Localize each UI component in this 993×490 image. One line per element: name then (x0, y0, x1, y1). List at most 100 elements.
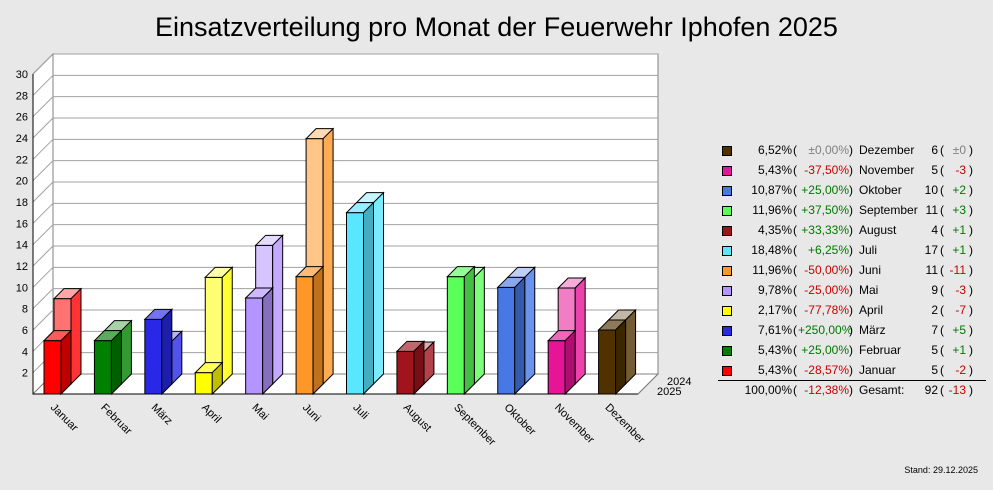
gridline (32, 202, 658, 224)
legend-chg: +37,50% (801, 203, 849, 217)
legend-row: 5,43%(-28,57%) Januar 5(-2) (718, 360, 986, 380)
chart-title: Einsatzverteilung pro Monat der Feuerweh… (155, 12, 838, 42)
bar-2025-10-side (564, 329, 576, 396)
legend-row: 6,52%(±0,00%) Dezember 6(±0) (718, 140, 986, 160)
bar-2024-6-side (373, 191, 384, 386)
x-tick-label: April (199, 402, 223, 426)
legend-cp: ) (849, 243, 853, 257)
y-tick-label: 28 (16, 90, 28, 102)
y-tick-label: 12 (16, 261, 28, 273)
y-tick-label: 4 (22, 346, 28, 358)
x-tick-label: Januar (48, 402, 81, 435)
legend-op2: ( (940, 263, 944, 277)
legend-cp: ) (849, 283, 853, 297)
legend-total-d: -13 (948, 383, 966, 397)
legend-d: -3 (955, 283, 966, 297)
legend-row: 2,17%(-77,78%) April 2(-7) (718, 300, 986, 320)
legend-cp: ) (849, 223, 853, 237)
bar-2025-7-front (396, 350, 415, 395)
legend-swatch (722, 166, 732, 176)
depth-label-2024: 2024 (667, 376, 691, 388)
legend-op2: ( (940, 303, 944, 317)
legend-swatch (722, 246, 732, 256)
legend-cp2: ) (969, 323, 973, 337)
legend-mon: Februar (859, 343, 902, 357)
legend-op: ( (793, 163, 797, 177)
legend-cp2: ) (969, 163, 973, 177)
legend-pct: 2,17% (757, 303, 792, 317)
legend-mon: Oktober (859, 183, 902, 197)
legend-total-chg: -12,38% (804, 383, 849, 397)
legend-swatch (722, 366, 732, 376)
legend-row: 11,96%(-50,00%) Juni 11(-11) (718, 260, 986, 280)
legend-val: 9 (931, 283, 938, 297)
legend-cp: ) (849, 323, 853, 337)
bar-2025-3-front (194, 372, 213, 395)
legend-op2: ( (940, 163, 944, 177)
gridline (32, 74, 658, 96)
depth-label-2025: 2025 (657, 386, 681, 398)
legend-chg: +250,00% (798, 323, 853, 337)
legend-val: 4 (931, 223, 938, 237)
legend-op: ( (793, 283, 797, 297)
legend-total-val: 92 (924, 383, 938, 397)
legend-chg: -25,00% (804, 283, 849, 297)
legend-row: 5,43%(-37,50%) November 5(-3) (718, 160, 986, 180)
legend-op: ( (793, 203, 797, 217)
legend-mon: Juli (859, 243, 878, 257)
legend-pct: 4,35% (757, 223, 792, 237)
legend-chg: +25,00% (801, 183, 849, 197)
legend-cp2: ) (969, 363, 973, 377)
bar-2024-3-side (221, 266, 233, 386)
legend-cp2: ) (969, 343, 973, 357)
legend-op2: ( (940, 143, 944, 157)
legend-d: -7 (955, 303, 966, 317)
legend-d: +2 (952, 183, 966, 197)
legend-swatch (722, 326, 732, 336)
legend-val: 2 (931, 303, 938, 317)
bar-2024-2-side (171, 330, 183, 386)
legend-op: ( (793, 363, 797, 377)
legend-chg: -37,50% (804, 163, 849, 177)
legend-row: 5,43%(+25,00%) Februar 5(+1) (718, 340, 986, 360)
legend-chg: +33,33% (801, 223, 849, 237)
legend-swatch (722, 306, 732, 316)
legend-val: 7 (931, 323, 938, 337)
legend-mon: August (859, 223, 897, 237)
x-tick-label: September (451, 402, 498, 449)
legend-op: ( (793, 223, 797, 237)
gridline (32, 224, 658, 246)
legend-op2: ( (940, 243, 944, 257)
legend-swatch (722, 266, 732, 276)
legend-cp: ) (849, 183, 853, 197)
x-tick-label: März (149, 402, 175, 428)
legend-op: ( (793, 343, 797, 357)
legend-op2: ( (940, 223, 944, 237)
legend-cp2: ) (969, 243, 973, 257)
bar-2024-11-side (625, 308, 637, 386)
gridline (32, 160, 658, 182)
legend-mon: Mai (859, 283, 879, 297)
legend-row: 9,78%(-25,00%) Mai 9(-3) (718, 280, 986, 300)
legend-val: 6 (931, 143, 938, 157)
legend-op: ( (793, 323, 797, 337)
legend-op2: ( (940, 183, 944, 197)
legend-swatch (722, 206, 732, 216)
legend-op: ( (793, 243, 797, 257)
legend-mon: Januar (859, 363, 896, 377)
legend-d: +5 (952, 323, 966, 337)
x-tick-label: Juni (300, 402, 323, 425)
legend-mon: April (859, 303, 884, 317)
legend-cp: ) (849, 303, 853, 317)
legend-mon: November (859, 163, 915, 177)
legend-chg: +6,25% (807, 243, 849, 257)
legend-chg: -50,00% (804, 263, 849, 277)
legend-mon: Dezember (859, 143, 915, 157)
bar-2025-4-front (245, 297, 264, 395)
legend-separator (718, 380, 986, 381)
legend-total-pct: 100,00% (744, 383, 792, 397)
stand-date: Stand: 29.12.2025 (904, 465, 978, 475)
bar-2025-1-side (110, 329, 122, 396)
legend-val: 17 (924, 243, 938, 257)
